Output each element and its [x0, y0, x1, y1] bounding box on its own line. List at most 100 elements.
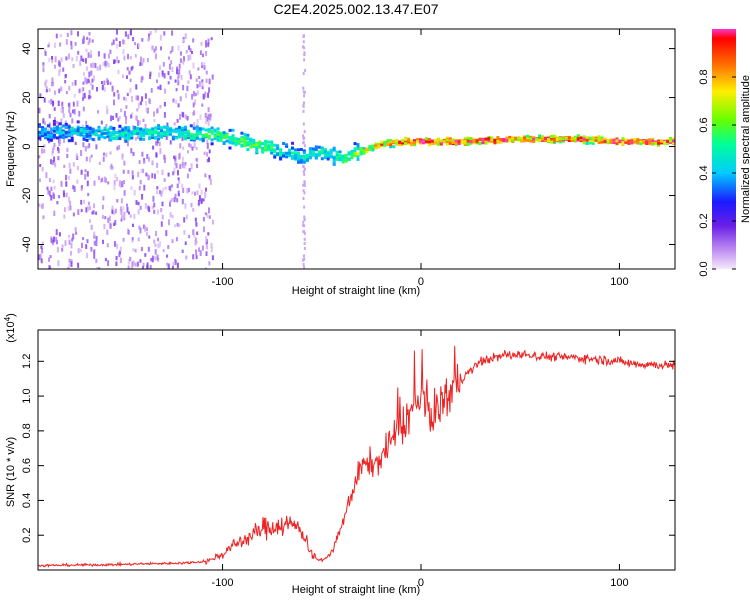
- ridge-cell: [124, 136, 128, 140]
- ridge-cell: [225, 139, 229, 143]
- ridge-cell: [171, 136, 175, 139]
- noise-cell: [162, 62, 165, 67]
- noise-cell: [68, 162, 71, 169]
- noise-cell: [39, 164, 42, 168]
- spectrogram-panel: -100 0 100 -40 -20 0 20 40 Height of straight …: [5, 28, 676, 297]
- noise-cell: [205, 70, 208, 75]
- ridge-cell: [91, 130, 95, 134]
- ridge-cell: [285, 155, 289, 159]
- ridge-cell: [615, 137, 619, 141]
- ridge-cell: [457, 142, 461, 146]
- noise-cell: [72, 212, 75, 217]
- ridge-cell: [380, 142, 384, 146]
- noise-cell: [131, 261, 134, 268]
- noise-cell: [194, 191, 196, 196]
- ridge-cell: [103, 126, 107, 130]
- ridge-cell: [231, 134, 235, 138]
- ridge-cell: [398, 140, 402, 144]
- ridge-cell: [541, 137, 545, 141]
- noise-cell: [101, 177, 104, 183]
- ridge-cell: [44, 132, 47, 136]
- ridge-cell: [529, 139, 533, 143]
- ridge-cell: [445, 138, 449, 142]
- noise-cell: [205, 78, 208, 83]
- noise-cell: [44, 49, 46, 53]
- noise-cell: [303, 136, 306, 140]
- noise-cell: [193, 122, 196, 128]
- ridge-cell: [195, 136, 199, 140]
- ridge-cell: [46, 135, 50, 139]
- noise-cell: [40, 258, 43, 264]
- ridge-cell: [130, 134, 134, 137]
- ridge-cell: [192, 134, 196, 138]
- ridge-cell: [198, 132, 202, 136]
- noise-cell: [190, 202, 193, 208]
- ridge-cell: [91, 127, 95, 131]
- ridge-cell: [264, 146, 268, 150]
- ridge-cell: [255, 150, 259, 154]
- noise-cell: [150, 88, 153, 93]
- noise-cell: [155, 141, 157, 146]
- noise-cell: [75, 153, 78, 159]
- noise-cell: [64, 74, 67, 78]
- ridge-cell: [615, 139, 619, 143]
- ridge-cell: [145, 129, 149, 133]
- noise-cell: [125, 119, 127, 125]
- ridge-cell: [267, 145, 271, 149]
- ridge-cell: [582, 141, 586, 145]
- snr-x-ticks: -100 0 100: [212, 330, 629, 589]
- spectrogram-y-ticks: -40 -20 0 20 40: [21, 42, 675, 252]
- noise-cell: [173, 197, 176, 203]
- noise-cell: [48, 100, 51, 104]
- ridge-cell: [672, 139, 675, 143]
- ridge-cell: [362, 147, 366, 151]
- ridge-cell: [195, 133, 199, 137]
- ridge-cell: [669, 139, 672, 143]
- noise-cell: [93, 203, 96, 209]
- noise-cell: [75, 231, 78, 235]
- noise-cell: [168, 186, 171, 190]
- noise-cell: [79, 248, 82, 253]
- ridge-cell: [302, 149, 306, 153]
- noise-cell: [107, 260, 110, 267]
- noise-cell: [82, 106, 85, 112]
- ridge-cell: [82, 127, 86, 131]
- noise-cell: [167, 263, 170, 269]
- ridge-cell: [189, 136, 193, 140]
- noise-cell: [38, 107, 41, 114]
- ridge-cell: [463, 137, 467, 141]
- snr-y-axis-label: SNR (10 * v/v): [5, 437, 17, 507]
- ridge-cell: [365, 147, 369, 151]
- noise-cell: [65, 174, 67, 181]
- ridge-cell: [335, 155, 339, 159]
- ridge-cell: [38, 124, 41, 128]
- noise-cell: [206, 152, 209, 157]
- noise-cell: [125, 97, 128, 102]
- noise-cell: [209, 113, 212, 117]
- ridge-cell: [44, 129, 47, 133]
- ridge-cell: [445, 142, 449, 146]
- noise-cell: [106, 61, 108, 66]
- ridge-cell: [335, 151, 339, 155]
- ridge-cell: [413, 141, 417, 145]
- ridge-cell: [210, 142, 214, 146]
- ridge-cell: [171, 128, 175, 132]
- noise-cell: [126, 75, 128, 79]
- noise-cell: [167, 81, 170, 85]
- ridge-cell: [499, 140, 503, 144]
- ridge-cell: [567, 136, 571, 140]
- noise-cell: [84, 58, 87, 64]
- noise-cell: [90, 70, 93, 76]
- noise-cell: [140, 56, 142, 63]
- ridge-cell: [359, 148, 363, 152]
- colorbar-gradient: [712, 29, 736, 269]
- ridge-cell: [46, 131, 50, 135]
- noise-cell: [85, 120, 88, 125]
- noise-cell: [71, 118, 74, 124]
- noise-cell: [176, 118, 179, 123]
- noise-cell: [84, 146, 87, 152]
- noise-cell: [85, 48, 88, 52]
- ridge-cell: [448, 137, 452, 141]
- noise-cell: [195, 222, 198, 227]
- noise-cell: [151, 255, 154, 260]
